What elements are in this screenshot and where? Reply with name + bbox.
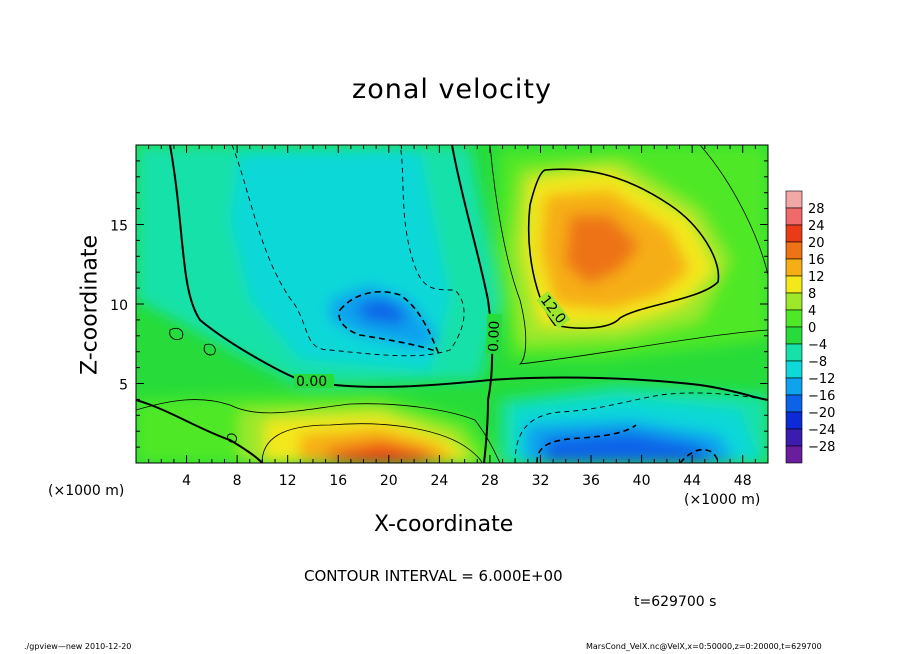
colorbar-swatch (785, 190, 803, 209)
x-tick-label: 28 (481, 473, 499, 489)
colorbar-swatch (785, 309, 803, 328)
y-unit-label: (×1000 m) (48, 483, 125, 499)
contour-blob (227, 433, 237, 443)
colorbar-swatch (785, 360, 803, 379)
x-tick-label: 8 (233, 473, 242, 489)
time-label: t=629700 s (634, 594, 717, 610)
colorbar: 28 24 20 16 12 8 4 0 −4 −8 −12 −16 −20 −24 −28 (785, 190, 835, 464)
colorbar-label: −12 (808, 372, 835, 387)
field-region (355, 298, 408, 325)
y-tick-label: 10 (110, 298, 128, 314)
contour-twelve (527, 168, 720, 329)
x-tick-label: 44 (683, 473, 701, 489)
x-unit-label: (×1000 m) (684, 492, 761, 508)
colorbar-label: 4 (808, 304, 816, 319)
field-shading (136, 145, 768, 463)
colorbar-swatch (785, 275, 803, 294)
x-axis-label: X-coordinate (374, 512, 514, 537)
x-axis: 4 8 12 16 20 24 28 32 36 40 44 48 (135, 145, 769, 489)
field-region (545, 432, 715, 463)
x-tick-label: 20 (380, 473, 398, 489)
colorbar-label: 16 (808, 253, 825, 268)
x-tick-label: 24 (430, 473, 448, 489)
colorbar-swatch (785, 258, 803, 277)
contour-dashed (514, 392, 768, 463)
x-tick-label: 16 (329, 473, 347, 489)
colorbar-swatch (785, 224, 803, 243)
y-tick-label: 5 (119, 378, 128, 394)
y-tick-label: 15 (110, 219, 128, 235)
colorbar-label: 8 (808, 287, 816, 302)
colorbar-swatch (785, 445, 803, 464)
contour-interval-label: CONTOUR INTERVAL = 6.000E+00 (304, 567, 563, 585)
x-tick-label: 40 (633, 473, 651, 489)
contour-thin (699, 145, 768, 276)
contour-blob (203, 343, 216, 356)
contour-zero (136, 399, 263, 463)
y-axis-label: Z-coordinate (77, 235, 103, 375)
colorbar-swatch (785, 343, 803, 362)
contour-dashed (536, 424, 637, 463)
contour-dashed (231, 145, 465, 357)
colorbar-swatch (785, 428, 803, 447)
field-region (565, 215, 640, 285)
colorbar-swatch (785, 326, 803, 345)
contour-blob (169, 327, 184, 341)
contour-label: 0.00 (296, 374, 327, 390)
contour-thin (261, 423, 483, 463)
colorbar-swatch (785, 411, 803, 430)
colorbar-swatch (785, 377, 803, 396)
chart-title: zonal velocity (352, 74, 552, 105)
colorbar-label: −24 (808, 423, 835, 438)
colorbar-label: −20 (808, 406, 835, 421)
contour-thin (489, 145, 768, 365)
contour-thin (136, 399, 501, 463)
x-tick-label: 12 (279, 473, 297, 489)
colorbar-label: 0 (808, 321, 816, 336)
x-tick-label: 32 (532, 473, 550, 489)
colorbar-label: 28 (808, 202, 825, 217)
colorbar-swatch (785, 394, 803, 413)
colorbar-label: 20 (808, 236, 825, 251)
colorbar-swatch (785, 207, 803, 226)
plot-field: 0.00 0.00 12.0 (136, 145, 768, 463)
footer-left: ./gpview—new 2010-12-20 (24, 642, 132, 651)
colorbar-label: −8 (808, 355, 827, 370)
field-region (340, 447, 430, 463)
colorbar-swatch (785, 292, 803, 311)
x-tick-label: 36 (582, 473, 600, 489)
colorbar-swatch (785, 241, 803, 260)
colorbar-label: −28 (808, 440, 835, 455)
colorbar-label: 12 (808, 270, 825, 285)
colorbar-label: −4 (808, 338, 827, 353)
y-axis: 5 10 15 (110, 144, 768, 464)
x-tick-label: 4 (182, 473, 191, 489)
contour-dashed (679, 448, 719, 463)
colorbar-label: 24 (808, 219, 825, 234)
contour-zero (169, 145, 768, 401)
colorbar-label: −16 (808, 389, 835, 404)
x-tick-label: 48 (734, 473, 752, 489)
footer-right: MarsCond_VelX.nc@VelX,x=0:50000,z=0:2000… (586, 642, 822, 651)
contour-dashed (338, 290, 440, 354)
contour-label: 0.00 (486, 320, 503, 352)
